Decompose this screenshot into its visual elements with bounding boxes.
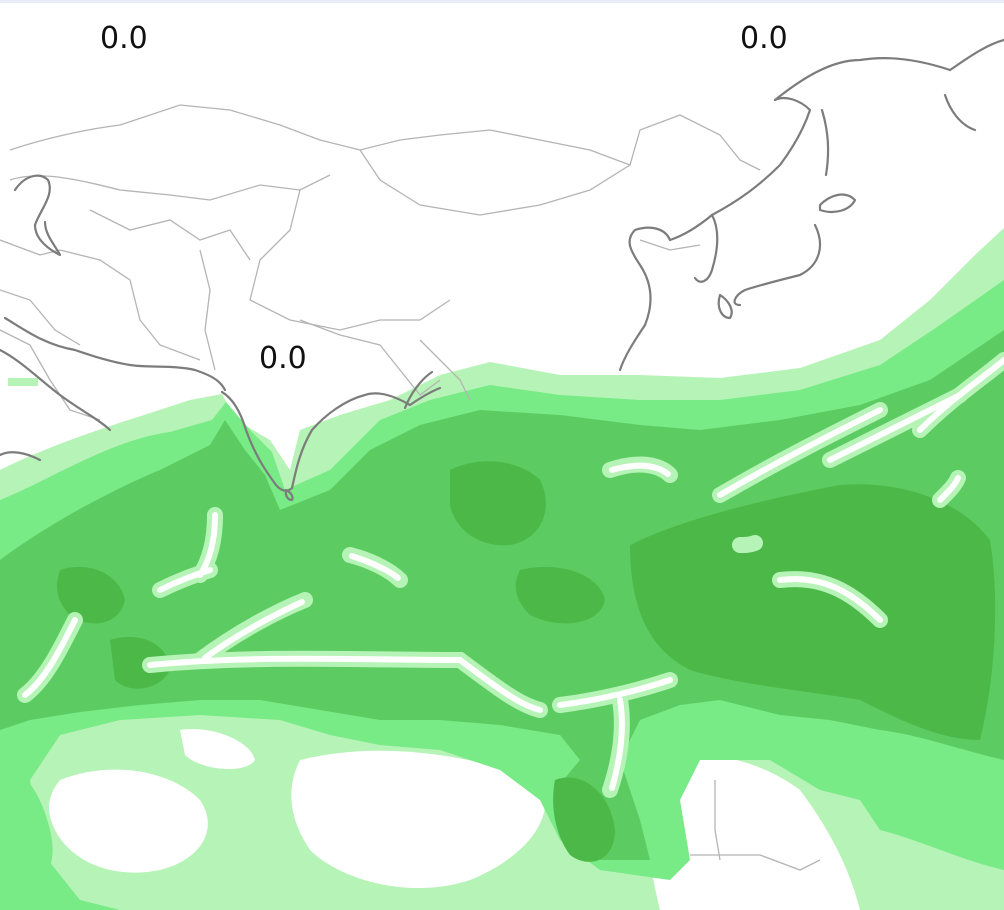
- coast-korea: [668, 213, 719, 283]
- precip-layer-strong: [0, 330, 1004, 860]
- heavy-patch-south: [515, 566, 605, 624]
- border-middle-east: [0, 239, 81, 346]
- coast-caspian: [13, 174, 62, 257]
- border-iran-afghan: [59, 249, 201, 361]
- dry-patches: [48, 729, 860, 910]
- coast-hokkaido: [818, 193, 857, 214]
- heavy-patch-center: [450, 461, 546, 546]
- coast-sakhalin: [820, 108, 830, 177]
- border-russia-south: [9, 104, 761, 171]
- coast-red-sea-horn: [0, 451, 42, 462]
- border-pakistan-india: [199, 249, 216, 371]
- border-korea: [639, 239, 701, 251]
- value-label-india: 0.0: [259, 341, 307, 376]
- heavy-patch-west: [57, 566, 125, 624]
- coast-burma: [403, 370, 434, 410]
- border-kazakhstan: [9, 174, 331, 201]
- country-borders: [0, 104, 821, 871]
- border-australia: [690, 780, 821, 871]
- value-label-northeast: 0.0: [740, 21, 788, 56]
- border-mongolia: [359, 149, 631, 216]
- dry-patch-south-center: [291, 750, 546, 889]
- coast-honshu: [733, 223, 822, 307]
- coast-persian-gulf: [3, 316, 227, 392]
- precip-streaks: [17, 352, 1004, 798]
- coast-china-east: [618, 226, 672, 372]
- coast-india-west: [220, 390, 294, 492]
- border-central-asia: [89, 209, 251, 261]
- coast-okhotsk: [773, 56, 952, 102]
- border-india-east: [299, 319, 441, 396]
- coast-arctic-east: [943, 93, 977, 132]
- border-china-west: [249, 189, 451, 331]
- precip-band-strong: [0, 330, 1004, 860]
- coast-russia-east: [710, 96, 812, 217]
- dry-patch-south-west: [48, 769, 208, 873]
- top-edge-strip: [0, 0, 1004, 3]
- coast-sri-lanka: [284, 488, 294, 502]
- dry-patch-small-1: [180, 729, 255, 770]
- dry-patch-south-east: [645, 754, 860, 910]
- precip-layer-heavy: [57, 461, 996, 862]
- value-label-northwest: 0.0: [100, 21, 148, 56]
- coastlines: [0, 38, 1004, 502]
- coast-india-east: [290, 386, 442, 490]
- heavy-patch-mid: [110, 636, 170, 689]
- border-arabia: [0, 329, 101, 421]
- heavy-patch-andaman: [553, 777, 615, 862]
- coast-arabia: [0, 348, 112, 432]
- border-indochina: [419, 339, 471, 401]
- coast-kyushu: [717, 293, 733, 320]
- heavy-patch-east: [630, 484, 996, 740]
- precip-blob-southwest: [0, 773, 53, 905]
- coast-kamchatka: [948, 38, 1004, 72]
